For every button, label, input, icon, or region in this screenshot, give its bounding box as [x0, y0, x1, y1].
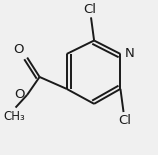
- Text: N: N: [124, 47, 134, 60]
- Text: Cl: Cl: [83, 3, 96, 16]
- Text: CH₃: CH₃: [3, 110, 25, 123]
- Text: O: O: [13, 43, 23, 56]
- Text: O: O: [14, 88, 25, 101]
- Text: Cl: Cl: [119, 114, 132, 126]
